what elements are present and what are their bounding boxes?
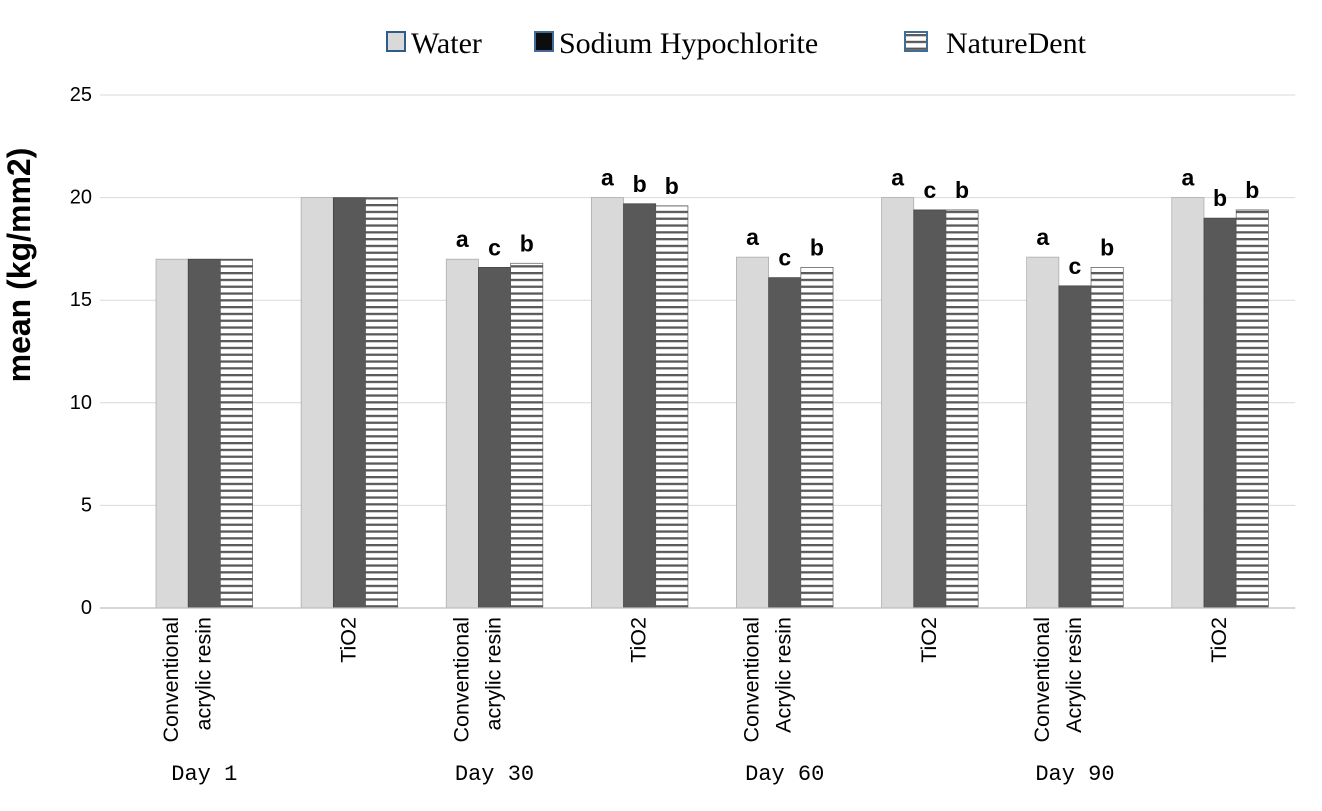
- svg-text:b: b: [1245, 177, 1259, 203]
- svg-text:25: 25: [70, 84, 92, 106]
- svg-text:Day 1: Day 1: [171, 762, 237, 787]
- svg-text:c: c: [778, 245, 791, 271]
- svg-text:a: a: [1181, 165, 1194, 191]
- svg-text:Conventional: Conventional: [1030, 617, 1054, 743]
- svg-text:15: 15: [70, 289, 92, 311]
- svg-text:Water: Water: [411, 27, 482, 60]
- svg-text:0: 0: [81, 597, 92, 619]
- svg-text:a: a: [1036, 224, 1049, 250]
- svg-text:Conventional: Conventional: [159, 617, 183, 743]
- svg-text:c: c: [488, 234, 501, 260]
- svg-text:c: c: [923, 177, 936, 203]
- svg-text:b: b: [520, 230, 534, 256]
- svg-text:NatureDent: NatureDent: [946, 27, 1087, 60]
- svg-text:b: b: [955, 177, 969, 203]
- svg-text:Acrylic resin: Acrylic resin: [1062, 617, 1086, 733]
- svg-text:TiO2: TiO2: [917, 617, 941, 663]
- svg-text:mean (kg/mm2): mean (kg/mm2): [1, 148, 37, 383]
- svg-text:b: b: [665, 173, 679, 199]
- svg-text:a: a: [456, 226, 469, 252]
- svg-text:b: b: [1213, 185, 1227, 211]
- svg-text:Sodium Hypochlorite: Sodium Hypochlorite: [559, 27, 818, 60]
- svg-text:a: a: [746, 224, 759, 250]
- svg-text:20: 20: [70, 187, 92, 209]
- svg-text:b: b: [810, 234, 824, 260]
- svg-text:Day 60: Day 60: [745, 762, 824, 787]
- svg-text:10: 10: [70, 392, 92, 414]
- svg-text:Day 30: Day 30: [455, 762, 534, 787]
- svg-text:a: a: [891, 165, 904, 191]
- svg-text:TiO2: TiO2: [1207, 617, 1231, 663]
- svg-text:Day 90: Day 90: [1035, 762, 1114, 787]
- svg-text:b: b: [633, 171, 647, 197]
- svg-text:b: b: [1100, 234, 1114, 260]
- svg-text:TiO2: TiO2: [627, 617, 651, 663]
- svg-text:acrylic resin: acrylic resin: [482, 617, 506, 731]
- svg-text:Conventional: Conventional: [740, 617, 764, 743]
- svg-text:c: c: [1069, 253, 1082, 279]
- svg-text:Conventional: Conventional: [449, 617, 473, 743]
- svg-text:a: a: [601, 165, 614, 191]
- svg-text:TiO2: TiO2: [336, 617, 360, 663]
- svg-text:5: 5: [81, 494, 92, 516]
- svg-text:Acrylic resin: Acrylic resin: [772, 617, 796, 733]
- svg-text:acrylic resin: acrylic resin: [191, 617, 215, 731]
